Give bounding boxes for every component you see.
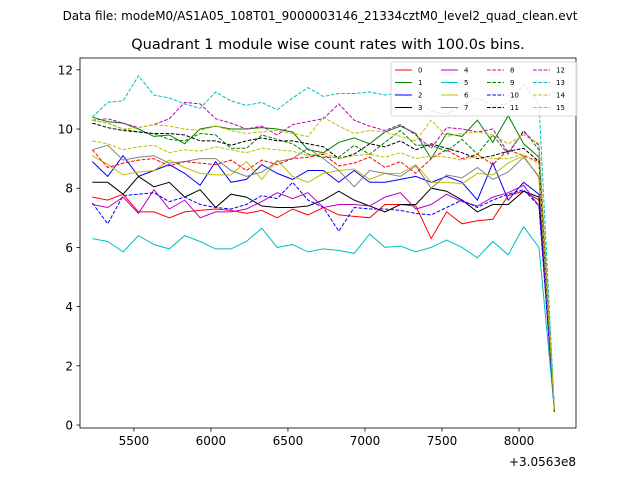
series-line-4 — [92, 184, 555, 411]
legend-label-7: 7 — [464, 104, 468, 112]
x-tick-label-8000: 8000 — [504, 434, 535, 448]
series-line-0 — [92, 190, 555, 411]
legend-label-6: 6 — [464, 92, 469, 100]
y-tick-label-8: 8 — [65, 182, 73, 196]
x-tick-label-6500: 6500 — [273, 434, 304, 448]
legend-box — [390, 61, 578, 117]
legend-label-12: 12 — [556, 67, 565, 75]
x-offset-label: +3.0563e8 — [509, 455, 576, 469]
series-line-6 — [92, 155, 555, 411]
series-line-14 — [92, 116, 555, 411]
series-line-1 — [92, 114, 555, 411]
legend-label-0: 0 — [418, 67, 422, 75]
y-tick-label-2: 2 — [65, 359, 73, 373]
legend-label-5: 5 — [464, 79, 468, 87]
x-tick-label-6000: 6000 — [196, 434, 227, 448]
series-line-2 — [91, 154, 555, 412]
figure-suptitle: Data file: modeM0/AS1A05_108T01_90000031… — [63, 9, 578, 23]
series-line-11 — [92, 122, 555, 412]
legend-label-14: 14 — [556, 92, 565, 100]
series-line-5 — [92, 225, 555, 411]
legend-label-4: 4 — [464, 67, 469, 75]
y-tick-label-12: 12 — [58, 63, 73, 77]
legend-label-8: 8 — [510, 67, 514, 75]
legend-label-15: 15 — [556, 104, 565, 112]
legend-label-3: 3 — [418, 104, 422, 112]
series-line-15 — [92, 140, 555, 412]
x-tick-label-7500: 7500 — [427, 434, 458, 448]
y-tick-label-0: 0 — [65, 419, 73, 433]
legend-label-13: 13 — [556, 79, 565, 87]
axes-frame — [79, 57, 577, 429]
y-tick-label-4: 4 — [65, 300, 73, 314]
series-line-7 — [92, 144, 555, 411]
series-line-3 — [92, 175, 555, 412]
legend-label-11: 11 — [510, 104, 519, 112]
y-tick-label-10: 10 — [58, 123, 73, 137]
series-line-12 — [92, 101, 555, 411]
x-tick-label-5500: 5500 — [119, 434, 150, 448]
series-line-9 — [92, 119, 555, 412]
series-line-10 — [91, 181, 555, 412]
legend-label-9: 9 — [510, 79, 514, 87]
chart-title: Quadrant 1 module wise count rates with … — [131, 37, 525, 53]
legend-label-1: 1 — [418, 79, 422, 87]
series-line-8 — [91, 149, 555, 411]
legend-label-10: 10 — [510, 92, 519, 100]
y-tick-label-6: 6 — [65, 241, 73, 255]
legend-label-2: 2 — [418, 92, 422, 100]
x-tick-label-7000: 7000 — [350, 434, 381, 448]
